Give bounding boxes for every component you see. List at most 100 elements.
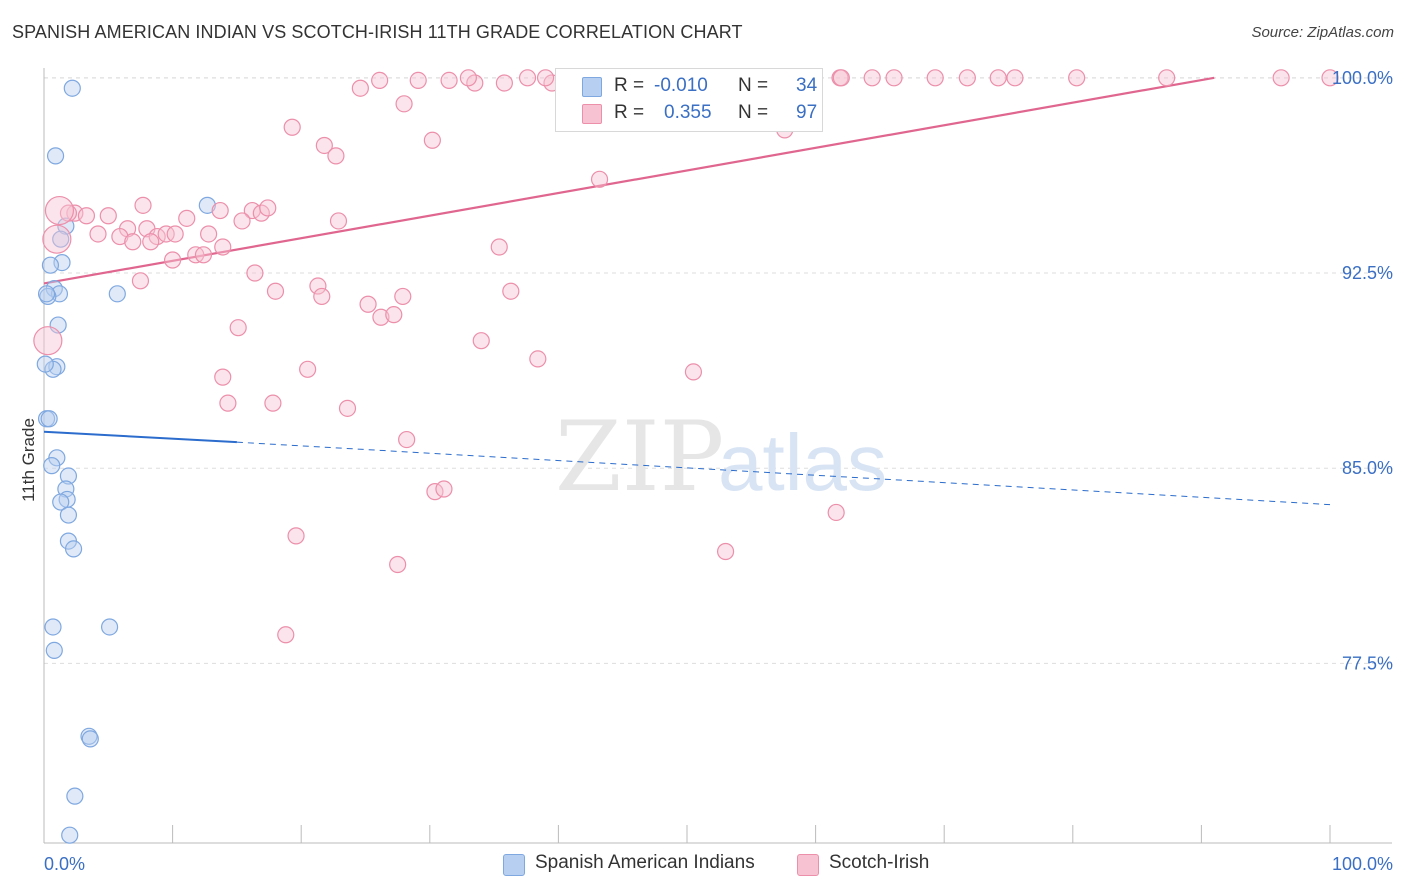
trend-lines (43, 76, 1331, 506)
pink-point (266, 282, 285, 300)
blue-point (41, 256, 60, 274)
pink-point (989, 69, 1007, 87)
chart-title: SPANISH AMERICAN INDIAN VS SCOTCH-IRISH … (12, 22, 743, 42)
pink-point (536, 69, 555, 87)
pink-point-large (33, 326, 63, 356)
blue-point (59, 506, 78, 524)
pink-point (502, 282, 520, 300)
blue-trend-line (43, 430, 237, 444)
watermark-zip: ZIP (555, 401, 724, 513)
pink-point (863, 69, 881, 87)
blue-point (100, 618, 119, 636)
pink-point (194, 246, 213, 264)
pink-point (309, 277, 327, 295)
bottom-legend-swatch-blue (503, 854, 525, 876)
blue-point (59, 467, 78, 485)
y-axis-label: 11th Grade (19, 418, 38, 502)
axes (43, 68, 1392, 844)
pink-point (1321, 69, 1339, 87)
legend-r-label: R = (614, 75, 645, 96)
y-tick-label: 100.0% (1332, 68, 1393, 88)
blue-point (52, 493, 70, 511)
blue-point (198, 196, 216, 214)
pink-point (518, 69, 537, 87)
legend-r-label: R = (614, 102, 645, 123)
y-tick-label: 85.0% (1342, 458, 1393, 478)
pink-point (529, 350, 547, 368)
pink-point (459, 69, 477, 87)
pink-point (142, 233, 160, 251)
pink-point (283, 118, 301, 136)
pink-point (409, 71, 427, 90)
pink-point (1006, 69, 1024, 87)
pink-point (233, 212, 251, 230)
pink-point (926, 69, 944, 87)
pink-trend-line (43, 76, 1215, 285)
y-tick-label: 77.5% (1342, 653, 1393, 673)
legend-n-label: N = (738, 75, 769, 96)
pink-point (178, 209, 196, 227)
x-tick-labels: 0.0% 100.0% (44, 854, 1393, 874)
pink-point (472, 332, 490, 350)
legend-r-value: 0.355 (664, 102, 712, 123)
pink-point (124, 233, 142, 251)
legend-r-value: -0.010 (654, 75, 708, 96)
pink-point (885, 69, 903, 87)
pink-point (287, 527, 305, 545)
y-tick-label: 92.5% (1342, 263, 1393, 283)
blue-point (40, 410, 58, 428)
pink-point (200, 225, 218, 243)
blue-point (81, 730, 99, 748)
pink-point (1068, 69, 1086, 87)
pink-point (77, 207, 96, 225)
legend-n-label: N = (738, 102, 769, 123)
pink-point (394, 287, 412, 306)
pink-point (313, 287, 331, 306)
pink-point (219, 394, 237, 412)
pink-point (495, 74, 513, 92)
pink-point (338, 399, 357, 417)
legend-n-value: 34 (796, 75, 818, 96)
pink-point (684, 363, 703, 381)
blue-point (63, 79, 81, 97)
pink-point (89, 225, 107, 243)
blue-point (37, 285, 56, 303)
blue-point (64, 540, 83, 558)
bottom-legend: Spanish American Indians Scotch-Irish (0, 852, 1406, 878)
x-tick-label: 100.0% (1332, 854, 1393, 874)
pink-point (389, 555, 407, 574)
pink-point (1158, 69, 1176, 87)
pink-point (440, 71, 458, 90)
blue-point (44, 618, 62, 636)
pink-point (277, 626, 295, 644)
legend-box: R = -0.010 N = 34 R = 0.355 N = 97 (555, 68, 823, 132)
bottom-legend-swatch-pink (797, 854, 819, 876)
bottom-legend-label-pink: Scotch-Irish (829, 852, 930, 873)
pink-point (131, 272, 150, 290)
pink-point (832, 69, 850, 87)
blue-point (49, 316, 67, 334)
pink-point (315, 136, 333, 155)
blue-point (46, 147, 65, 165)
blue-point (57, 217, 75, 235)
pink-point (327, 147, 345, 165)
legend-swatch-blue (582, 77, 602, 97)
source-label: Source: ZipAtlas.com (1251, 24, 1394, 41)
watermark-atlas: atlas (718, 418, 887, 507)
blue-point (61, 826, 79, 844)
pink-point-large (42, 224, 72, 254)
pink-point (590, 170, 609, 188)
x-tick-label: 0.0% (44, 854, 85, 874)
blue-point (43, 457, 61, 475)
blue-point (52, 230, 70, 248)
pink-point (134, 196, 152, 214)
pink-point (423, 131, 441, 149)
blue-point (45, 641, 63, 660)
pink-point-large (44, 195, 75, 226)
pink-point (166, 225, 184, 243)
pink-point (827, 503, 845, 522)
pink-point (351, 79, 369, 97)
pink-point (385, 306, 403, 324)
pink-point (264, 394, 282, 412)
pink-point (329, 212, 348, 230)
